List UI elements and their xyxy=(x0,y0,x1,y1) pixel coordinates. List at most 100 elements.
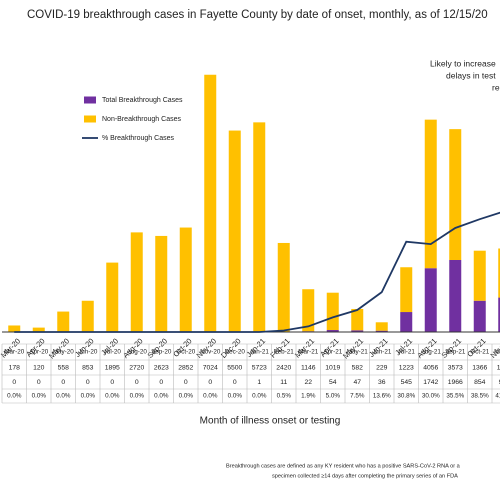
bar-segment xyxy=(326,330,339,332)
table-cell: 5500 xyxy=(227,364,242,371)
table-cell: 558 xyxy=(58,364,70,371)
table-header: May-21 xyxy=(347,349,368,356)
table-cell: 2420 xyxy=(276,364,291,371)
legend-swatch xyxy=(84,115,96,123)
table-cell: 13.6% xyxy=(373,393,391,400)
bar-segment xyxy=(326,292,339,331)
table-cell: 0 xyxy=(61,379,65,386)
bar-segment xyxy=(375,322,388,331)
bar-segment xyxy=(277,242,290,332)
bar-segment xyxy=(81,300,94,332)
table-header: Oct-20 xyxy=(176,349,195,356)
table-cell: 1146 xyxy=(301,364,316,371)
table-header: Jul-20 xyxy=(104,349,122,356)
bar-segment xyxy=(498,297,500,332)
table-cell: 1340 xyxy=(497,364,500,371)
table-cell: 1366 xyxy=(472,364,487,371)
table-cell: 229 xyxy=(376,364,388,371)
table-cell: 0 xyxy=(110,379,114,386)
table-header: Feb-21 xyxy=(274,349,294,356)
bar-segment xyxy=(351,330,364,332)
table-cell: 120 xyxy=(33,364,45,371)
bar-segment xyxy=(449,129,462,260)
bar-segment xyxy=(253,122,266,332)
table-cell: 0.0% xyxy=(56,393,71,400)
table-cell: 35.5% xyxy=(446,393,464,400)
legend-label: Total Breakthrough Cases xyxy=(102,97,183,104)
bar-segment xyxy=(32,327,45,332)
table-cell: 0.0% xyxy=(32,393,47,400)
bar-segment xyxy=(498,248,500,298)
table-header: Apr-20 xyxy=(29,349,48,356)
table-cell: 38.5% xyxy=(471,393,489,400)
table-header: Mar-20 xyxy=(4,349,24,356)
table-header: Aug-20 xyxy=(127,349,148,356)
table-cell: 41.2% xyxy=(495,393,500,400)
legend-label: % Breakthrough Cases xyxy=(102,135,174,142)
table-cell: 1223 xyxy=(399,364,414,371)
table-cell: 940 xyxy=(499,379,500,386)
table-cell: 2623 xyxy=(154,364,169,371)
table-cell: 178 xyxy=(9,364,21,371)
bar-segment xyxy=(375,330,388,332)
legend-swatch xyxy=(84,96,96,104)
table-cell: 0 xyxy=(86,379,90,386)
bar-segment xyxy=(155,235,168,332)
bar-segment xyxy=(351,308,364,331)
table-cell: 0.0% xyxy=(130,393,145,400)
table-cell: 30.0% xyxy=(422,393,440,400)
bar-segment xyxy=(179,227,192,332)
bar-segment xyxy=(106,262,119,332)
footnote: specimen collected ≥14 days after comple… xyxy=(272,473,458,479)
chart-title: COVID-19 breakthrough cases in Fayette C… xyxy=(27,9,488,21)
table-cell: 1742 xyxy=(423,379,438,386)
table-cell: 0.0% xyxy=(154,393,169,400)
table-cell: 0 xyxy=(12,379,16,386)
table-cell: 1895 xyxy=(105,364,120,371)
table-cell: 7024 xyxy=(203,364,218,371)
bar-segment xyxy=(473,300,486,332)
table-header: Oct-21 xyxy=(470,349,489,356)
annotation: delays in test xyxy=(446,70,496,80)
table-cell: 582 xyxy=(352,364,364,371)
bar-segment xyxy=(400,267,413,313)
table-cell: 0.0% xyxy=(203,393,218,400)
bar-segment xyxy=(424,119,437,269)
bar-segment xyxy=(400,312,413,332)
table-cell: 1966 xyxy=(448,379,463,386)
bar-segment xyxy=(8,325,21,332)
x-axis-label: Month of illness onset or testing xyxy=(200,416,341,427)
table-cell: 1 xyxy=(257,379,261,386)
table-cell: 0.0% xyxy=(228,393,243,400)
table-cell: 36 xyxy=(378,379,386,386)
table-cell: 0.5% xyxy=(277,393,292,400)
legend-label: Non-Breakthrough Cases xyxy=(102,116,181,123)
bar-segment xyxy=(57,311,70,332)
table-cell: 5723 xyxy=(252,364,267,371)
annotation: Likely to increase xyxy=(430,58,496,68)
table-header: Aug-21 xyxy=(421,349,442,356)
table-header: Jun-20 xyxy=(78,349,98,356)
bar-segment xyxy=(228,130,241,332)
annotation: re xyxy=(492,82,500,92)
table-cell: 11 xyxy=(280,379,287,386)
table-header: Nov-20 xyxy=(200,349,221,356)
table-cell: 2720 xyxy=(129,364,144,371)
bar-segment xyxy=(302,289,315,332)
table-cell: 0.0% xyxy=(105,393,120,400)
table-cell: 0 xyxy=(208,379,212,386)
table-header: Sep-21 xyxy=(445,349,466,356)
table-cell: 0 xyxy=(37,379,41,386)
x-tick-label: Nov-21 xyxy=(489,336,500,359)
table-cell: 1019 xyxy=(325,364,340,371)
table-header: Jul-21 xyxy=(398,349,416,356)
table-cell: 0.0% xyxy=(81,393,96,400)
table-cell: 0.0% xyxy=(7,393,22,400)
table-header: Jan-21 xyxy=(250,349,270,356)
table-cell: 545 xyxy=(401,379,413,386)
bar-segment xyxy=(130,232,143,332)
table-cell: 854 xyxy=(474,379,486,386)
table-cell: 0 xyxy=(184,379,188,386)
